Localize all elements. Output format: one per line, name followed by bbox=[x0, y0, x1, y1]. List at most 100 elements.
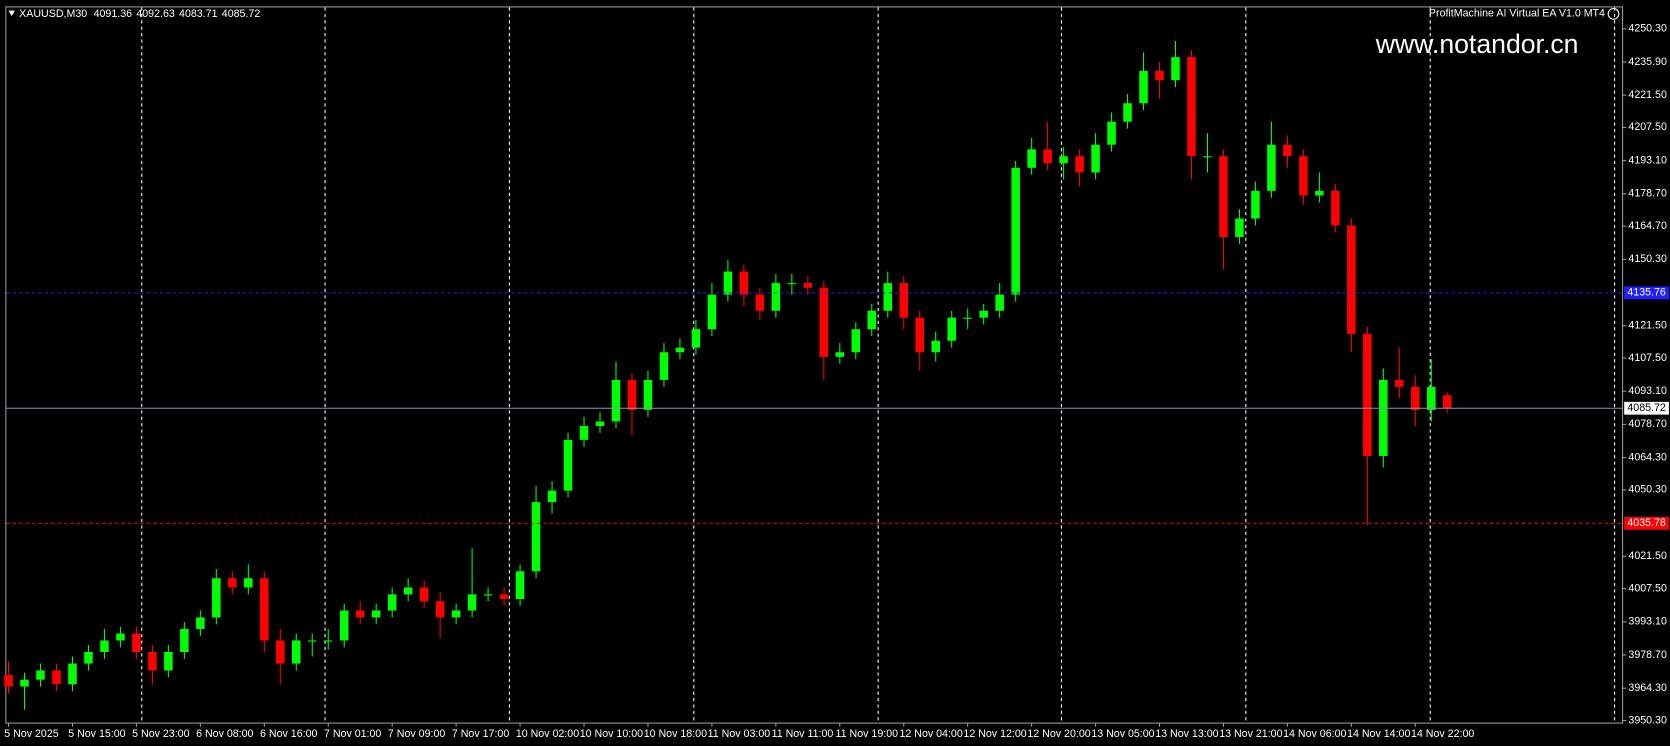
candle-body bbox=[755, 294, 765, 311]
candle-body bbox=[196, 617, 205, 629]
candle-body bbox=[20, 679, 29, 687]
candle-body bbox=[164, 652, 173, 671]
candle-body bbox=[1283, 144, 1292, 157]
y-tick-label: 3978.70 bbox=[1628, 649, 1667, 661]
candle-body bbox=[84, 652, 93, 664]
x-tick-label: 13 Nov 21:00 bbox=[1219, 728, 1282, 740]
header-close: 4085.72 bbox=[222, 8, 261, 20]
menu-arrow[interactable] bbox=[8, 10, 15, 16]
candle-body bbox=[1251, 190, 1260, 219]
candle-body bbox=[1411, 386, 1420, 410]
candle-body bbox=[1427, 386, 1436, 410]
candle-body bbox=[52, 670, 61, 685]
candle-body bbox=[579, 426, 589, 440]
x-tick-label: 14 Nov 06:00 bbox=[1283, 728, 1346, 740]
candle-body bbox=[1363, 333, 1372, 457]
candle-body bbox=[547, 490, 557, 503]
x-tick-label: 10 Nov 10:00 bbox=[580, 728, 643, 740]
candle-body bbox=[531, 502, 541, 572]
candle-body bbox=[1331, 190, 1340, 226]
candle-body bbox=[419, 587, 429, 602]
x-tick-label: 12 Nov 04:00 bbox=[899, 728, 962, 740]
y-tick-label: 4064.30 bbox=[1628, 451, 1667, 463]
y-tick-label: 4164.70 bbox=[1628, 220, 1667, 232]
candle-body bbox=[851, 329, 861, 353]
candle-body bbox=[1299, 156, 1308, 196]
candle-body bbox=[515, 571, 525, 599]
candle-body bbox=[1075, 156, 1084, 173]
candle-body bbox=[355, 610, 365, 618]
watermark: www.notandor.cn bbox=[1375, 29, 1579, 59]
candle-body bbox=[116, 633, 125, 641]
candle-body bbox=[1395, 379, 1404, 387]
price-label-box bbox=[1624, 286, 1669, 300]
header-open: 4091.36 bbox=[94, 8, 133, 20]
x-tick-label: 13 Nov 05:00 bbox=[1091, 728, 1154, 740]
price-label: 4135.76 bbox=[1627, 287, 1666, 299]
y-tick-label: 4021.50 bbox=[1628, 550, 1667, 562]
candle-body bbox=[931, 340, 940, 353]
candle-body bbox=[979, 310, 988, 318]
y-tick-label: 4107.50 bbox=[1628, 352, 1667, 364]
x-tick-label: 12 Nov 12:00 bbox=[963, 728, 1026, 740]
candle-body bbox=[835, 352, 845, 357]
x-tick-label: 13 Nov 13:00 bbox=[1155, 728, 1218, 740]
candle-body bbox=[323, 640, 333, 642]
header-low: 4083.71 bbox=[179, 8, 218, 20]
y-tick-label: 4050.30 bbox=[1628, 484, 1667, 496]
x-tick-label: 14 Nov 14:00 bbox=[1347, 728, 1410, 740]
header-high: 4092.63 bbox=[136, 8, 175, 20]
plot-frame bbox=[5, 6, 1624, 724]
x-tick-label: 7 Nov 01:00 bbox=[324, 728, 381, 740]
candle-body bbox=[883, 283, 893, 311]
candle-body bbox=[1043, 149, 1052, 164]
symbol: XAUUSD,M30 bbox=[19, 8, 87, 20]
candle-body bbox=[675, 347, 685, 353]
candle-body bbox=[867, 310, 877, 330]
candle-body bbox=[371, 610, 381, 618]
candle-body bbox=[1107, 121, 1116, 145]
candle-body bbox=[643, 379, 653, 410]
x-tick-label: 7 Nov 09:00 bbox=[388, 728, 445, 740]
candle-body bbox=[595, 421, 605, 427]
candle-body bbox=[1379, 379, 1388, 457]
ea-icon[interactable] bbox=[1607, 7, 1620, 20]
x-tick-label: 14 Nov 22:00 bbox=[1411, 728, 1474, 740]
candle-body bbox=[212, 578, 221, 618]
y-tick-label: 4150.30 bbox=[1628, 253, 1667, 265]
candle-body bbox=[292, 640, 301, 664]
y-tick-label: 3964.30 bbox=[1628, 682, 1667, 694]
y-tick-label: 4235.90 bbox=[1628, 56, 1667, 68]
candle-body bbox=[451, 610, 461, 618]
candle-body bbox=[260, 578, 269, 641]
candle-body bbox=[627, 379, 637, 410]
x-tick-label: 11 Nov 03:00 bbox=[708, 728, 771, 740]
candle-body bbox=[244, 578, 253, 588]
candle-body bbox=[483, 594, 493, 596]
candle-body bbox=[307, 640, 317, 642]
candle-body bbox=[1187, 57, 1196, 157]
candle-body bbox=[1123, 103, 1132, 122]
candle-body bbox=[68, 663, 77, 685]
candle-body bbox=[691, 329, 701, 348]
candle-body bbox=[403, 587, 413, 595]
y-tick-label: 4093.10 bbox=[1628, 385, 1667, 397]
x-tick-label: 7 Nov 17:00 bbox=[452, 728, 509, 740]
x-tick-label: 5 Nov 15:00 bbox=[68, 728, 125, 740]
x-tick-label: 11 Nov 19:00 bbox=[836, 728, 899, 740]
plot: 4250.30 4235.90 4221.50 4207.50 4193.10 4178.… bbox=[4, 23, 1669, 740]
ea-name: ProfitMachine AI Virtual EA V1.0 MT4 bbox=[1429, 8, 1605, 20]
candle-body bbox=[228, 578, 237, 588]
candle-body bbox=[787, 283, 797, 285]
candle-body bbox=[1011, 167, 1020, 295]
candle-body bbox=[1219, 156, 1228, 237]
candle-body bbox=[1171, 57, 1180, 81]
x-tick-label: 11 Nov 11:00 bbox=[772, 728, 834, 740]
day-separators bbox=[141, 7, 1616, 723]
candle-body bbox=[467, 594, 477, 611]
candle-body bbox=[1442, 395, 1452, 409]
candle-body bbox=[723, 271, 733, 295]
price-label: 4035.78 bbox=[1627, 517, 1666, 529]
candle-body bbox=[995, 294, 1004, 311]
candle-body bbox=[1235, 218, 1244, 237]
